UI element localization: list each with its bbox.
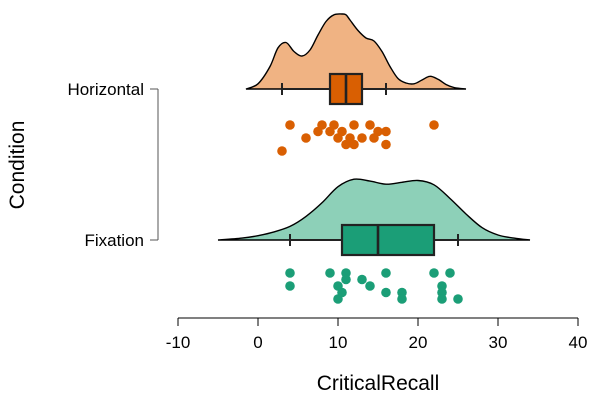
x-tick-label: -10 bbox=[166, 333, 191, 352]
data-point-fixation bbox=[285, 281, 295, 291]
data-point-fixation bbox=[337, 287, 347, 298]
y-axis: Horizontal Fixation bbox=[67, 80, 159, 250]
box-iqr-fixation bbox=[340, 223, 436, 257]
density-cloud-horizontal bbox=[245, 13, 467, 90]
x-tick-label: 20 bbox=[409, 333, 428, 352]
x-axis: -10 0 10 20 30 40 bbox=[166, 317, 588, 352]
boxplots bbox=[281, 72, 459, 257]
data-point-fixation bbox=[429, 268, 439, 278]
data-point-horizontal bbox=[317, 120, 327, 130]
data-point-horizontal bbox=[365, 120, 375, 130]
data-point-horizontal bbox=[349, 120, 359, 130]
data-point-horizontal bbox=[277, 146, 287, 156]
data-point-horizontal bbox=[285, 120, 295, 130]
data-point-horizontal bbox=[301, 133, 311, 143]
x-axis-title: CriticalRecall bbox=[317, 372, 440, 395]
data-point-fixation bbox=[365, 281, 375, 291]
y-axis-title: Condition bbox=[6, 121, 29, 210]
data-point-fixation bbox=[437, 294, 447, 304]
data-point-fixation bbox=[397, 294, 407, 304]
data-point-horizontal bbox=[337, 126, 347, 137]
data-point-horizontal bbox=[329, 120, 339, 130]
data-point-fixation bbox=[453, 294, 463, 304]
data-point-fixation bbox=[285, 268, 295, 278]
raw-data-points bbox=[277, 120, 463, 304]
density-cloud-fixation bbox=[217, 178, 531, 241]
data-point-horizontal bbox=[373, 126, 383, 137]
data-point-horizontal bbox=[357, 133, 367, 143]
x-tick-label: 0 bbox=[253, 333, 262, 352]
x-tick-label: 10 bbox=[329, 333, 348, 352]
density-clouds bbox=[217, 13, 531, 241]
data-point-horizontal bbox=[349, 139, 359, 150]
x-tick-label: 30 bbox=[489, 333, 508, 352]
data-point-fixation bbox=[357, 274, 367, 285]
data-point-horizontal bbox=[381, 139, 391, 150]
y-category-label-horizontal: Horizontal bbox=[67, 80, 144, 99]
data-point-fixation bbox=[381, 287, 391, 298]
data-point-fixation bbox=[445, 268, 455, 278]
data-point-horizontal bbox=[429, 120, 439, 130]
data-point-fixation bbox=[341, 274, 351, 285]
data-point-fixation bbox=[325, 268, 335, 278]
data-point-fixation bbox=[381, 268, 391, 278]
x-tick-label: 40 bbox=[569, 333, 588, 352]
data-point-horizontal bbox=[381, 126, 391, 137]
y-category-label-fixation: Fixation bbox=[84, 231, 144, 250]
